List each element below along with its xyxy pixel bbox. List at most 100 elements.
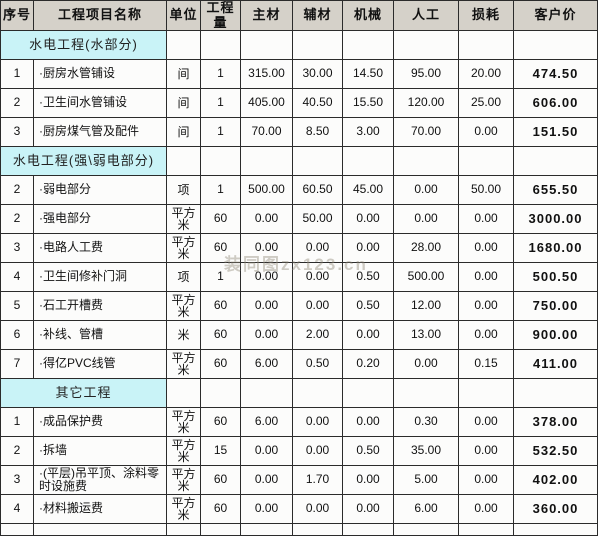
- column-header-serial: 序号: [0, 0, 34, 32]
- data-row: 5 ·石工开槽费 平方米 60 0.00 0.00 0.50 12.00 0.00 750.00: [0, 291, 598, 322]
- cell-aux-material: 2.00: [292, 320, 343, 351]
- cell-machinery: 0.50: [342, 291, 394, 322]
- cell-aux-material: 1.70: [292, 465, 343, 496]
- empty-cell: [166, 378, 201, 409]
- cell-unit: 平方米: [166, 204, 201, 235]
- cell-loss: 0.00: [458, 291, 514, 322]
- cell-serial: 6: [0, 320, 34, 351]
- cell-unit: 平方米: [166, 436, 201, 467]
- empty-cell: [292, 378, 343, 409]
- cell-labor: 28.00: [393, 233, 459, 264]
- cell-machinery: 0.00: [342, 465, 394, 496]
- cell-labor: 5.00: [393, 465, 459, 496]
- cell-loss: 50.00: [458, 175, 514, 206]
- column-header-machinery: 机械: [342, 0, 394, 32]
- cell-serial: 1: [0, 407, 34, 438]
- cell-main-material: 0.00: [240, 465, 293, 496]
- cell-machinery: 0.20: [342, 349, 394, 380]
- empty-cell: [292, 523, 343, 537]
- cell-machinery: 3.00: [342, 117, 394, 148]
- cell-customer-price: 532.50: [513, 436, 598, 467]
- empty-cell: [200, 146, 241, 177]
- cell-main-material: 0.00: [240, 494, 293, 525]
- cell-labor: 0.00: [393, 349, 459, 380]
- data-row: 2 ·卫生间水管铺设间 1 405.00 40.50 15.50 120.00 25.00 60…: [0, 88, 598, 119]
- header-row: 序号 工程项目名称 单位 工程量 主材 辅材 机械 人工 损耗 客户价: [0, 0, 598, 32]
- cell-serial: 4: [0, 262, 34, 293]
- cell-quantity: 1: [200, 117, 241, 148]
- column-header-project-name: 工程项目名称: [33, 0, 167, 32]
- cell-machinery: 45.00: [342, 175, 394, 206]
- cell-main-material: 70.00: [240, 117, 293, 148]
- cell-main-material: 0.00: [240, 320, 293, 351]
- cell-quantity: 60: [200, 320, 241, 351]
- cell-aux-material: 0.00: [292, 291, 343, 322]
- cell-loss: 20.00: [458, 59, 514, 90]
- cell-loss: 0.00: [458, 262, 514, 293]
- section-title-cell: 其它工程: [0, 378, 167, 409]
- cell-project-name: ·补线、管槽: [33, 320, 167, 351]
- empty-cell: [33, 523, 167, 537]
- cell-quantity: 1: [200, 175, 241, 206]
- cell-machinery: 0.50: [342, 262, 394, 293]
- cell-project-name: ·石工开槽费: [33, 291, 167, 322]
- data-row: 3 ·电路人工费 平方米 60 0.00 0.00 0.00 28.00 0.00 1680.00: [0, 233, 598, 264]
- cell-serial: 2: [0, 204, 34, 235]
- cell-unit: 平方米: [166, 465, 201, 496]
- cell-machinery: 0.50: [342, 436, 394, 467]
- section-row: 其它工程: [0, 378, 598, 409]
- column-header-aux-material: 辅材: [292, 0, 343, 32]
- empty-cell: [513, 523, 598, 537]
- cell-customer-price: 378.00: [513, 407, 598, 438]
- cell-customer-price: 360.00: [513, 494, 598, 525]
- cell-customer-price: 151.50: [513, 117, 598, 148]
- cell-customer-price: 1680.00: [513, 233, 598, 264]
- cell-main-material: 6.00: [240, 407, 293, 438]
- cell-unit: 间: [166, 59, 201, 90]
- empty-cell: [458, 30, 514, 61]
- cell-unit: 米: [166, 320, 201, 351]
- empty-cell: [292, 146, 343, 177]
- cell-project-name: ·成品保护费: [33, 407, 167, 438]
- cell-aux-material: 8.50: [292, 117, 343, 148]
- cell-unit: 平方米: [166, 291, 201, 322]
- cell-quantity: 60: [200, 494, 241, 525]
- cell-aux-material: 0.00: [292, 436, 343, 467]
- empty-cell: [240, 378, 293, 409]
- cell-project-name: ·电路人工费: [33, 233, 167, 264]
- cell-labor: 0.00: [393, 175, 459, 206]
- cell-loss: 0.00: [458, 436, 514, 467]
- cell-labor: 0.30: [393, 407, 459, 438]
- empty-cell: [0, 523, 34, 537]
- cell-project-name: ·强电部分: [33, 204, 167, 235]
- cell-main-material: 0.00: [240, 291, 293, 322]
- cell-serial: 3: [0, 233, 34, 264]
- cell-customer-price: 750.00: [513, 291, 598, 322]
- cell-main-material: 0.00: [240, 436, 293, 467]
- empty-cell: [342, 30, 394, 61]
- empty-cell: [393, 523, 459, 537]
- cell-unit: 平方米: [166, 407, 201, 438]
- cell-project-name: ·厨房水管铺设: [33, 59, 167, 90]
- cell-machinery: 0.00: [342, 233, 394, 264]
- cell-machinery: 14.50: [342, 59, 394, 90]
- cell-quantity: 60: [200, 291, 241, 322]
- cell-machinery: 15.50: [342, 88, 394, 119]
- cell-customer-price: 3000.00: [513, 204, 598, 235]
- cell-unit: 间: [166, 117, 201, 148]
- cell-serial: 1: [0, 59, 34, 90]
- empty-cell: [342, 523, 394, 537]
- cell-project-name: ·弱电部分: [33, 175, 167, 206]
- cell-loss: 0.00: [458, 204, 514, 235]
- data-row: 1 ·成品保护费 平方米 60 6.00 0.00 0.00 0.30 0.00 378.00: [0, 407, 598, 438]
- empty-cell: [393, 146, 459, 177]
- cell-quantity: 15: [200, 436, 241, 467]
- cell-labor: 0.00: [393, 204, 459, 235]
- cell-labor: 95.00: [393, 59, 459, 90]
- empty-cell: [458, 378, 514, 409]
- cell-serial: 2: [0, 175, 34, 206]
- cell-aux-material: 50.00: [292, 204, 343, 235]
- cell-labor: 70.00: [393, 117, 459, 148]
- cell-loss: 0.00: [458, 320, 514, 351]
